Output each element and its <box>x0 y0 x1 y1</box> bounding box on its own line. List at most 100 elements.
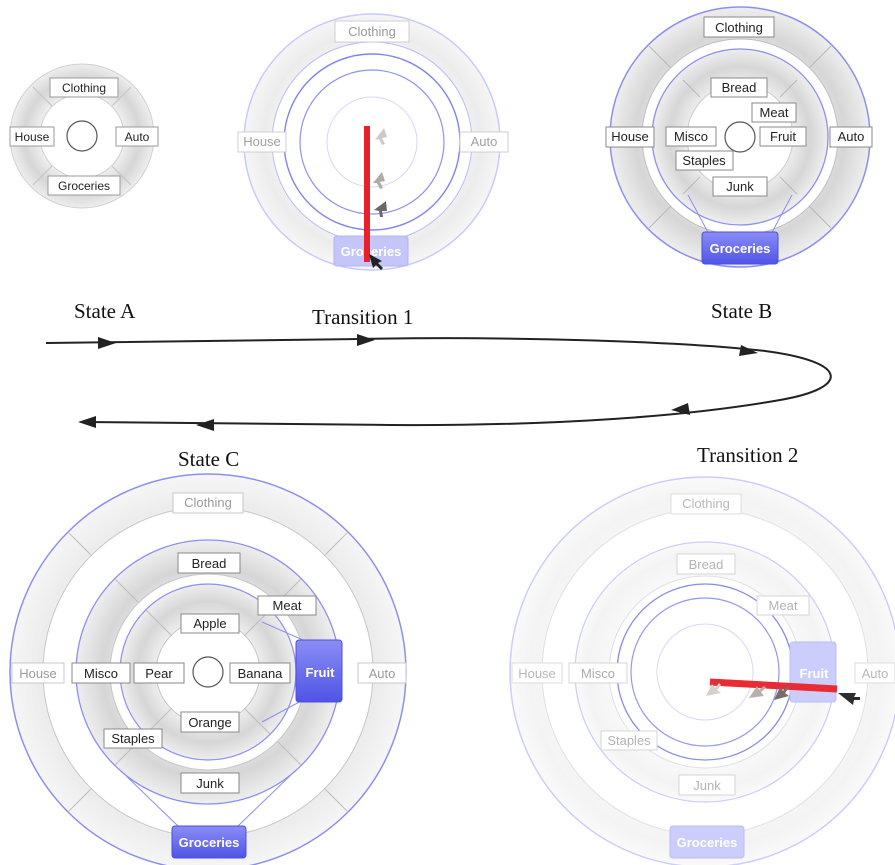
svg-text:Clothing: Clothing <box>715 20 763 35</box>
svg-text:House: House <box>243 134 281 149</box>
svg-text:Junk: Junk <box>693 778 721 793</box>
svg-text:Bread: Bread <box>722 80 757 95</box>
menu-state-b: Clothing House Auto Groceries Bread Meat… <box>605 6 873 268</box>
svg-text:Clothing: Clothing <box>184 495 232 510</box>
svg-text:Misco: Misco <box>674 129 708 144</box>
svg-text:Staples: Staples <box>682 153 726 168</box>
target-ring-middle <box>299 69 445 215</box>
state-flow-arrow <box>45 334 832 431</box>
menu-item-clothing[interactable]: Clothing <box>703 16 775 38</box>
cursor-icon <box>838 693 860 705</box>
svg-text:Orange: Orange <box>188 715 231 730</box>
cursor-icon <box>369 254 383 270</box>
submenu-item-misco[interactable]: Misco <box>71 662 131 684</box>
svg-text:Clothing: Clothing <box>682 496 730 511</box>
submenu-item-staples[interactable]: Staples <box>600 730 658 751</box>
selection-funnels <box>119 621 304 827</box>
svg-text:Bread: Bread <box>192 556 227 571</box>
svg-text:Fruit: Fruit <box>770 129 796 144</box>
submenu-item-meat[interactable]: Meat <box>756 595 810 616</box>
menu-item-groceries[interactable]: Groceries <box>669 825 745 859</box>
cursor-ghost-icon <box>706 683 721 696</box>
flow-arrowhead <box>357 334 375 346</box>
submenu-item-junk[interactable]: Junk <box>712 176 768 197</box>
submenu-item-fruit-highlighted[interactable]: Fruit <box>789 641 837 703</box>
svg-text:Meat: Meat <box>769 598 798 613</box>
svg-text:Auto: Auto <box>838 129 865 144</box>
menu-item-clothing[interactable]: Clothing <box>334 20 410 43</box>
submenu-item-bread[interactable]: Bread <box>177 552 241 574</box>
menu-item-house[interactable]: House <box>237 131 287 153</box>
svg-text:House: House <box>19 666 57 681</box>
pen-stroke <box>709 678 838 693</box>
svg-text:Junk: Junk <box>726 179 754 194</box>
caption-transition-1: Transition 1 <box>312 305 413 329</box>
submenu-item-bread[interactable]: Bread <box>676 553 736 575</box>
svg-text:Apple: Apple <box>193 616 226 631</box>
svg-text:Bread: Bread <box>689 557 724 572</box>
flow-arrowhead <box>739 345 758 356</box>
svg-text:Misco: Misco <box>581 666 615 681</box>
menu-item-groceries-selected[interactable]: Groceries <box>171 825 247 859</box>
subsubmenu-item-orange[interactable]: Orange <box>180 711 240 733</box>
flow-arrowhead <box>196 419 214 431</box>
submenu-item-staples[interactable]: Staples <box>103 728 163 749</box>
ring-dividers <box>648 45 832 229</box>
flow-arrowhead <box>671 403 690 415</box>
menu-item-clothing[interactable]: Clothing <box>49 77 119 98</box>
menu-item-house[interactable]: House <box>11 662 65 684</box>
menu-item-house[interactable]: House <box>511 662 563 684</box>
subsubmenu-item-apple[interactable]: Apple <box>180 613 240 634</box>
caption-state-b: State B <box>711 299 772 323</box>
svg-text:Pear: Pear <box>145 666 173 681</box>
svg-text:Staples: Staples <box>607 733 651 748</box>
menu-item-house[interactable]: House <box>9 126 55 147</box>
menu-state-a: Clothing House Auto Groceries <box>9 63 159 209</box>
menu-item-auto[interactable]: Auto <box>459 131 509 153</box>
cursor-ghost-icon <box>774 686 789 700</box>
menu-item-auto[interactable]: Auto <box>357 662 407 684</box>
cursor-ghost-icon <box>374 201 387 217</box>
cursor-ghost-icon <box>373 172 385 189</box>
submenu-item-misco[interactable]: Misco <box>568 662 628 684</box>
submenu-item-meat[interactable]: Meat <box>751 102 797 123</box>
subsubmenu-item-banana[interactable]: Banana <box>229 662 291 684</box>
submenu-item-meat[interactable]: Meat <box>257 595 317 616</box>
svg-text:Fruit: Fruit <box>306 665 336 680</box>
menu-item-clothing[interactable]: Clothing <box>172 492 244 514</box>
svg-text:Groceries: Groceries <box>58 179 110 193</box>
svg-text:Fruit: Fruit <box>800 666 830 681</box>
target-ring-inner <box>656 623 754 721</box>
svg-text:Groceries: Groceries <box>341 244 402 259</box>
center-dead-zone <box>192 656 224 688</box>
submenu-item-bread[interactable]: Bread <box>710 77 768 98</box>
cursor-ghost-icon <box>375 128 387 145</box>
menu-item-clothing[interactable]: Clothing <box>670 493 742 515</box>
subsubmenu-item-pear[interactable]: Pear <box>133 662 185 684</box>
submenu-item-fruit[interactable]: Fruit <box>759 126 807 147</box>
menu-item-groceries-selected[interactable]: Groceries <box>701 231 779 265</box>
svg-text:Clothing: Clothing <box>348 24 396 39</box>
menu-item-groceries-highlighted[interactable]: Groceries <box>333 235 409 267</box>
submenu-item-junk[interactable]: Junk <box>678 774 736 796</box>
submenu-item-junk[interactable]: Junk <box>180 772 240 794</box>
svg-text:Auto: Auto <box>471 134 498 149</box>
svg-text:House: House <box>15 130 50 144</box>
svg-text:Groceries: Groceries <box>710 241 771 256</box>
menu-item-auto[interactable]: Auto <box>829 126 873 148</box>
menu-state-c: Clothing House Auto Groceries Bread Meat… <box>9 473 407 865</box>
svg-text:Meat: Meat <box>273 598 302 613</box>
submenu-item-fruit-selected[interactable]: Fruit <box>295 639 343 703</box>
menu-item-auto[interactable]: Auto <box>854 662 895 684</box>
menu-transition-1: Clothing House Auto Groceries <box>237 13 509 271</box>
caption-state-c: State C <box>178 447 239 471</box>
menu-item-house[interactable]: House <box>605 126 655 148</box>
submenu-item-staples[interactable]: Staples <box>675 150 734 171</box>
target-ring-inner <box>326 96 418 188</box>
flow-arrowhead <box>78 416 96 428</box>
menu-item-auto[interactable]: Auto <box>115 126 159 147</box>
svg-text:Junk: Junk <box>196 776 224 791</box>
submenu-item-misco[interactable]: Misco <box>665 126 717 147</box>
menu-item-groceries[interactable]: Groceries <box>47 175 121 196</box>
